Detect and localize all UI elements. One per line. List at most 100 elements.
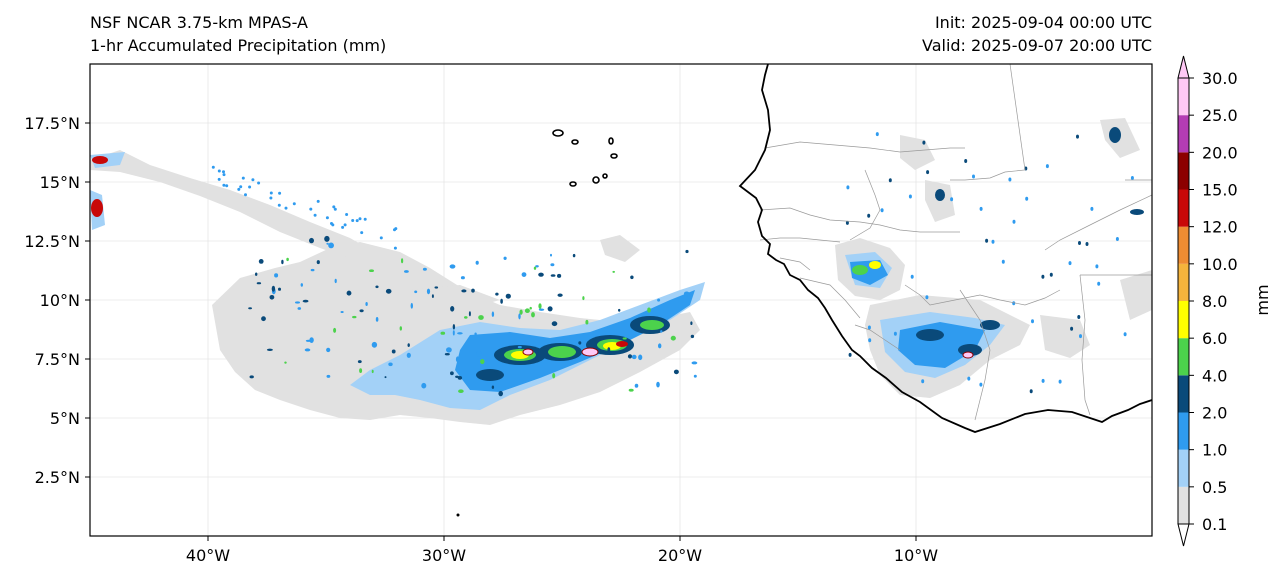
precip-cell [538, 303, 542, 309]
colorbar-tick-label: 0.1 [1202, 515, 1227, 534]
precip-cell [316, 199, 320, 203]
colorbar-tick-label: 6.0 [1202, 329, 1227, 348]
precip-cell [1076, 134, 1079, 139]
precip-cell [491, 311, 495, 318]
precip-cell [269, 295, 275, 300]
precip-cell [359, 309, 364, 313]
precip-cell [281, 259, 284, 265]
precip-cell [504, 332, 508, 337]
precip-cell [921, 379, 925, 384]
precip-cell [351, 219, 355, 222]
colorbar-bin [1178, 486, 1189, 524]
precip-cell [324, 235, 330, 242]
precip-cell [363, 217, 367, 221]
precip-cell [691, 361, 698, 365]
precip-cell [365, 302, 368, 306]
precip-cell [334, 278, 337, 284]
precip-cell [346, 290, 352, 296]
lon-tick-label: 10°W [894, 546, 938, 565]
coastline [738, 64, 1152, 433]
precip-cell [557, 273, 562, 278]
precip-cell [908, 194, 912, 199]
precip-cell [302, 299, 309, 303]
precip-cell [251, 178, 255, 182]
precip-cell [471, 288, 475, 293]
colorbar-bin [1178, 152, 1189, 190]
precip-cell [310, 268, 315, 272]
precip-cell [333, 207, 337, 211]
precip-cell [297, 307, 302, 310]
precip-cell [452, 330, 455, 336]
precip-cell [848, 352, 852, 357]
precip-cell [656, 381, 660, 388]
precip-cell [444, 353, 450, 356]
precip-cell [1029, 389, 1033, 394]
precip-cell [658, 343, 662, 349]
precip-cell [399, 326, 402, 331]
precip-cell [340, 311, 344, 313]
colorbar-bin [1178, 375, 1189, 413]
precip-cell [391, 349, 396, 354]
precip-cell [628, 388, 634, 392]
precip-cell [385, 288, 392, 294]
precip-cell [972, 174, 975, 179]
precip-cell [357, 360, 362, 364]
precip-cell [309, 337, 314, 343]
colorbar-bin [1178, 78, 1189, 116]
precip-cell [612, 270, 615, 273]
precip-cell [979, 382, 983, 387]
precip-cell [1090, 206, 1094, 211]
precip-cell [547, 306, 553, 312]
precip-cell [533, 266, 537, 270]
precip-cell [524, 308, 530, 314]
precip-cell [572, 253, 576, 258]
precip-cell [535, 265, 539, 268]
precip-cell [222, 183, 226, 187]
precip-cell [434, 286, 439, 289]
precip-cell [926, 170, 930, 175]
latitude-axis: 2.5°N 5°N 7.5°N 10°N 12.5°N 15°N 17.5°N [24, 114, 90, 487]
colorbar-tick-label: 25.0 [1202, 106, 1238, 125]
precip-cell [257, 181, 261, 185]
precip-cell [985, 238, 989, 243]
precip-cell [531, 312, 535, 318]
precip-cell [450, 306, 455, 312]
precip-cell [521, 272, 527, 277]
precip-cell [460, 276, 465, 280]
precip-cell [358, 217, 362, 221]
precip-cell [867, 213, 871, 218]
precip-cell [673, 369, 679, 375]
precip-cell [455, 375, 459, 378]
precip-cell [922, 140, 926, 145]
precip-cell [631, 354, 637, 360]
precip-cell [550, 263, 555, 267]
init-time: Init: 2025-09-04 00:00 UTC [934, 13, 1152, 32]
precip-cell [452, 324, 456, 330]
precip-cell [309, 207, 313, 211]
precip-cell [266, 348, 273, 351]
precip-cell [690, 334, 695, 339]
precip-cell [630, 275, 634, 280]
precip-cell [388, 362, 393, 367]
precip-cell [239, 185, 243, 189]
precip-cell [237, 187, 241, 191]
precip-cell [225, 184, 229, 188]
colorbar-unit-label: mm [1253, 284, 1272, 315]
precip-cell [1123, 332, 1127, 337]
precip-cell [393, 228, 396, 232]
precip-cell [271, 285, 276, 292]
precip-cell [316, 260, 320, 265]
precip-cell [519, 309, 523, 315]
precip-cell [578, 341, 582, 345]
precip-cell [352, 315, 357, 319]
cape-verde-islands [552, 129, 618, 187]
precip-cell [693, 374, 697, 378]
precip-cell [1115, 237, 1119, 241]
precip-cell [538, 272, 544, 277]
precip-cell [426, 288, 431, 295]
precip-cell [326, 347, 331, 353]
precip-cell [326, 242, 329, 245]
longitude-axis: 40°W 30°W 20°W 10°W [186, 536, 938, 565]
precip-cell [690, 321, 693, 326]
